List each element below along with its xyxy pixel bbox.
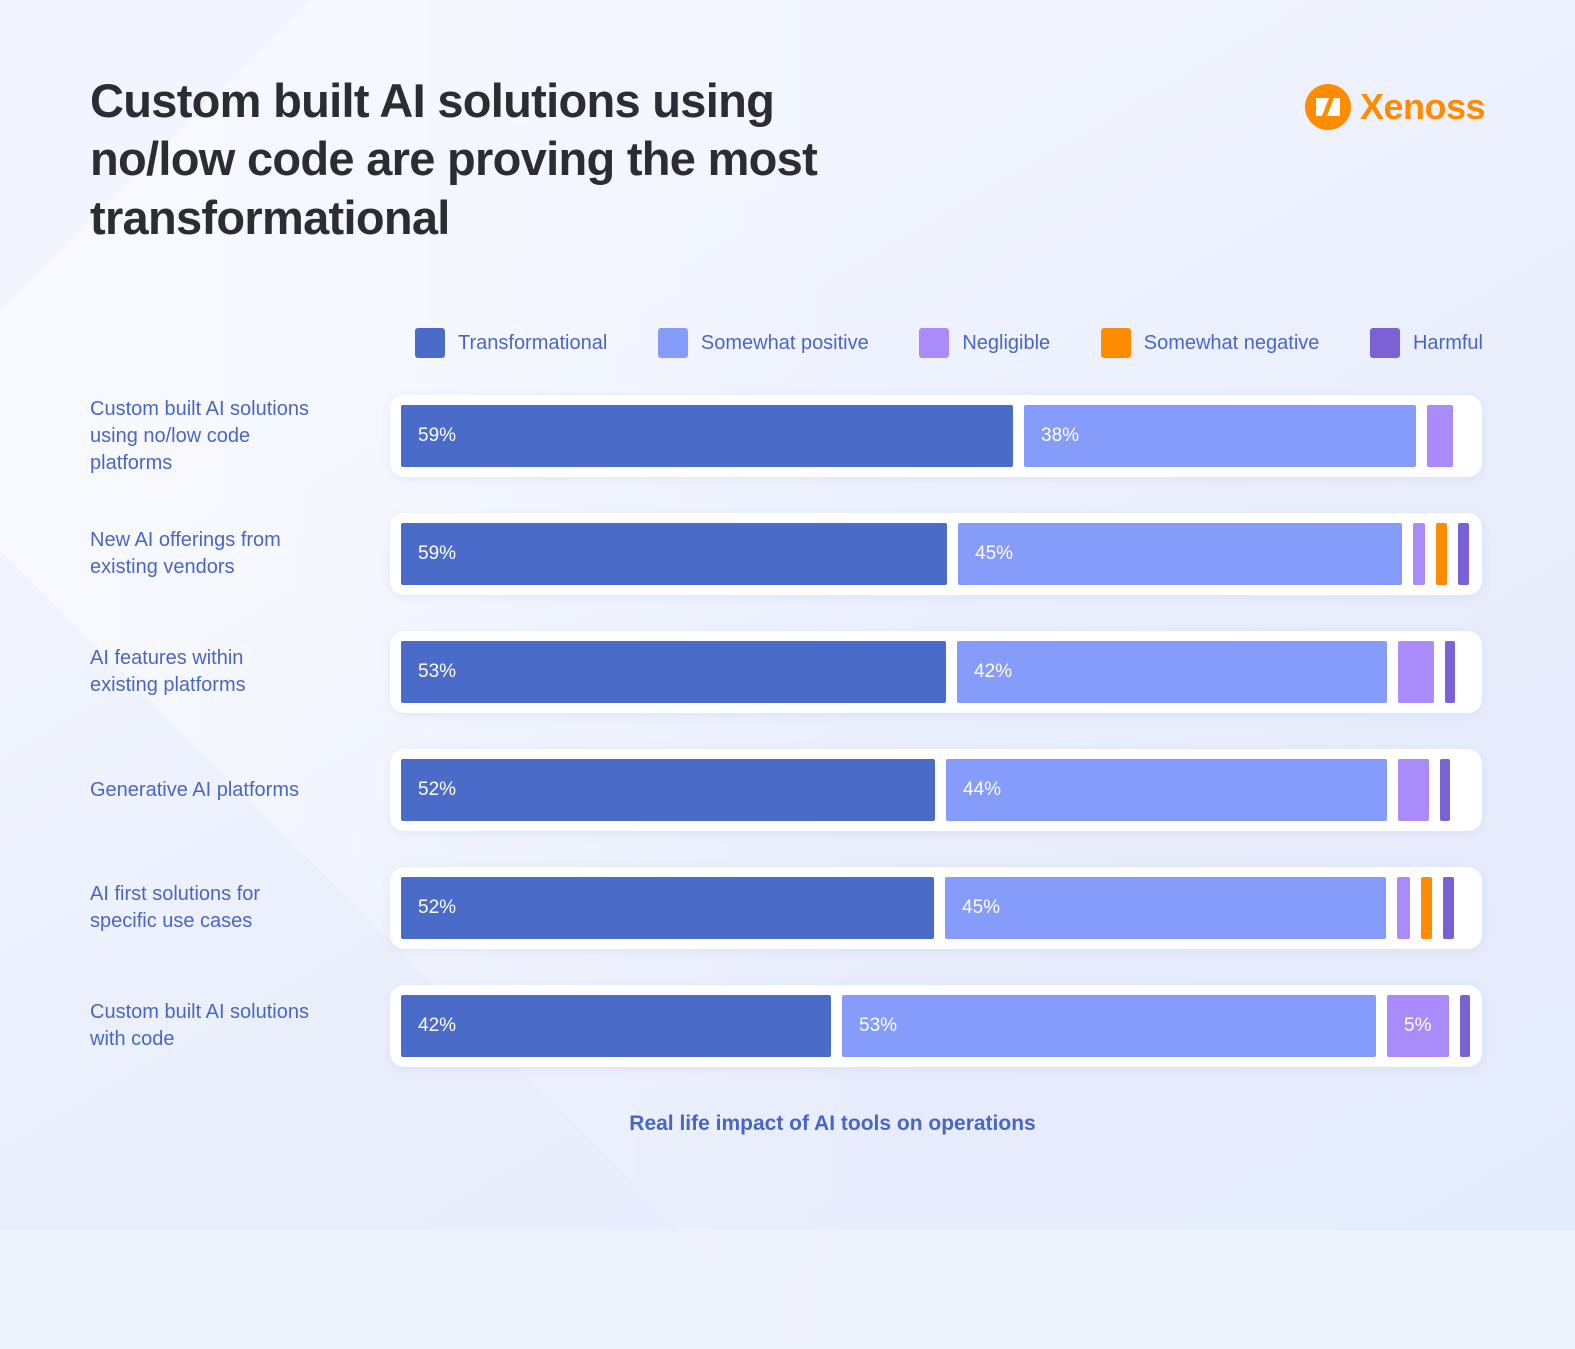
legend-swatch-icon	[415, 328, 445, 358]
bar-track: 42% 53% 5%	[390, 985, 1482, 1067]
legend-item-label: Harmful	[1412, 331, 1483, 354]
bar-segment-value: 53%	[859, 1015, 898, 1036]
bar-segment[interactable]	[1445, 641, 1455, 703]
legend-item[interactable]: Negligible	[919, 328, 1050, 358]
bar-segment[interactable]: 5%	[1387, 995, 1449, 1057]
bar-segment[interactable]: 42%	[957, 641, 1387, 703]
bar-segment[interactable]: 52%	[401, 877, 934, 939]
bar-segment[interactable]: 45%	[958, 523, 1402, 585]
chart-row: Generative AI platforms 52% 44%	[90, 742, 1482, 838]
bar-segment[interactable]: 42%	[401, 995, 831, 1057]
bar-segment-value: 38%	[1041, 425, 1080, 446]
bar-segment[interactable]: 38%	[1024, 405, 1416, 467]
legend-item[interactable]: Somewhat positive	[657, 328, 869, 358]
brand-logo: Xenoss	[1304, 84, 1486, 130]
bar-segment-value: 45%	[962, 897, 1001, 918]
legend-swatch-icon	[1369, 328, 1400, 358]
bar-segment[interactable]	[1440, 759, 1450, 821]
legend-item[interactable]: Harmful	[1369, 328, 1483, 358]
bar-segment[interactable]: 59%	[401, 405, 1013, 467]
bar-chart: Custom built AI solutions using no/low c…	[90, 388, 1482, 1096]
bar-segment[interactable]: 52%	[401, 759, 935, 821]
brand-name: Xenoss	[1359, 86, 1486, 127]
bar-segment[interactable]: 53%	[401, 641, 946, 703]
bar-track: 59% 38%	[390, 395, 1482, 477]
bar-segment[interactable]	[1458, 523, 1469, 585]
legend-swatch-icon	[1100, 328, 1131, 358]
bar-segment[interactable]: 59%	[401, 523, 947, 585]
bar-segment[interactable]	[1460, 995, 1470, 1057]
bar-segment[interactable]	[1421, 877, 1432, 939]
legend-item-label: Negligible	[962, 331, 1051, 354]
bar-segment[interactable]	[1398, 759, 1429, 821]
chart-caption: Real life impact of AI tools on operatio…	[629, 1112, 1036, 1135]
bar-track: 59% 45%	[390, 513, 1482, 595]
chart-row-label: New AI offerings from existing vendors	[90, 529, 281, 578]
chart-row-label: AI features within existing platforms	[90, 647, 246, 696]
legend-item-label: Transformational	[458, 331, 608, 354]
legend-swatch-icon	[919, 328, 950, 358]
bar-segment[interactable]	[1427, 405, 1453, 467]
bar-segment-value: 52%	[418, 779, 457, 800]
legend-item-label: Somewhat positive	[700, 331, 869, 354]
bar-segment[interactable]	[1398, 641, 1434, 703]
chart-row: Custom built AI solutions with code 42% 53…	[90, 978, 1482, 1074]
bar-segment[interactable]	[1436, 523, 1447, 585]
legend-item-label: Somewhat negative	[1143, 331, 1320, 354]
chart-row-label: AI first solutions for specific use case…	[90, 883, 261, 932]
chart-row-label: Custom built AI solutions with code	[90, 1001, 309, 1050]
legend-swatch-icon	[657, 328, 688, 358]
bar-segment[interactable]	[1443, 877, 1454, 939]
chart-row: New AI offerings from existing vendors 59…	[90, 506, 1482, 602]
header: Custom built AI solutions using no/low c…	[90, 72, 1486, 247]
bar-segment-value: 5%	[1404, 1015, 1432, 1036]
bar-segment[interactable]: 45%	[945, 877, 1386, 939]
bar-track: 52% 44%	[390, 749, 1482, 831]
chart-row-label: Custom built AI solutions using no/low c…	[90, 397, 309, 474]
chart-row: Custom built AI solutions using no/low c…	[90, 388, 1482, 484]
bar-segment-value: 42%	[418, 1015, 457, 1036]
bar-segment-value: 59%	[418, 543, 457, 564]
bar-segment-value: 45%	[975, 543, 1014, 564]
bar-segment-value: 59%	[418, 425, 457, 446]
bar-track: 52% 45%	[390, 867, 1482, 949]
chart-row-label: Generative AI platforms	[90, 778, 299, 801]
chart-row: AI features within existing platforms 53%…	[90, 624, 1482, 720]
page-title: Custom built AI solutions using no/low c…	[90, 74, 818, 244]
chart-row: AI first solutions for specific use case…	[90, 860, 1482, 956]
bar-segment[interactable]: 44%	[946, 759, 1387, 821]
bar-segment[interactable]	[1413, 523, 1425, 585]
xenoss-hexagon-icon	[1304, 84, 1351, 130]
legend-item[interactable]: Somewhat negative	[1100, 328, 1320, 358]
bar-segment[interactable]	[1397, 877, 1410, 939]
bar-segment-value: 44%	[963, 779, 1002, 800]
bar-segment-value: 52%	[418, 897, 457, 918]
bar-segment-value: 53%	[418, 661, 457, 682]
bar-segment-value: 42%	[974, 661, 1013, 682]
chart-legend: Transformational Somewhat positive Negligi…	[415, 328, 1483, 358]
bar-segment[interactable]: 53%	[842, 995, 1376, 1057]
bar-track: 53% 42%	[390, 631, 1482, 713]
legend-item[interactable]: Transformational	[415, 328, 607, 358]
